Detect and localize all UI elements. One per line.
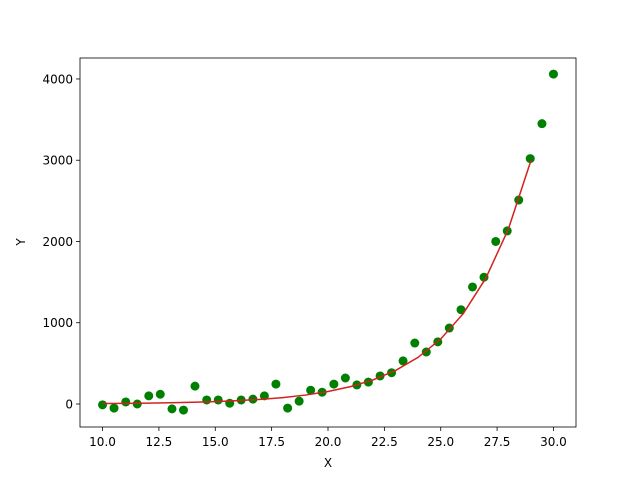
data-point xyxy=(340,373,350,383)
y-tick-label: 0 xyxy=(65,398,73,412)
y-tick-label: 4000 xyxy=(42,72,73,86)
data-point xyxy=(456,305,466,315)
y-tick-label: 1000 xyxy=(42,316,73,330)
x-tick-label: 20.0 xyxy=(315,435,342,449)
data-point xyxy=(202,395,212,405)
y-axis-label: Y xyxy=(14,238,28,247)
plot-frame xyxy=(79,57,577,428)
data-point xyxy=(491,236,501,246)
x-tick-label: 22.5 xyxy=(371,435,398,449)
data-point xyxy=(329,379,339,389)
x-tick-label: 17.5 xyxy=(258,435,285,449)
data-point xyxy=(548,69,558,79)
y-tick-label: 2000 xyxy=(42,235,73,249)
x-axis-label: X xyxy=(324,456,332,470)
x-tick-label: 15.0 xyxy=(202,435,229,449)
data-point xyxy=(132,399,142,409)
data-point xyxy=(213,395,223,405)
data-point xyxy=(398,356,408,366)
data-point xyxy=(190,381,200,391)
x-tick-label: 10.0 xyxy=(89,435,116,449)
data-point xyxy=(271,379,281,389)
data-point xyxy=(525,154,535,164)
data-point xyxy=(294,396,304,406)
data-point xyxy=(410,338,420,348)
data-point xyxy=(537,119,547,129)
data-point xyxy=(98,400,108,410)
data-point xyxy=(283,403,293,413)
data-point xyxy=(178,405,188,415)
data-point xyxy=(109,403,119,413)
data-point xyxy=(479,272,489,282)
data-point xyxy=(155,389,165,399)
data-point xyxy=(468,282,478,292)
x-tick-label: 12.5 xyxy=(146,435,173,449)
data-point xyxy=(225,398,235,408)
fit-line xyxy=(102,160,532,405)
y-tick-label: 3000 xyxy=(42,154,73,168)
data-point xyxy=(167,404,177,414)
x-tick-label: 27.5 xyxy=(484,435,511,449)
x-tick-label: 30.0 xyxy=(540,435,567,449)
x-tick-label: 25.0 xyxy=(427,435,454,449)
data-point xyxy=(121,397,131,407)
data-point xyxy=(306,385,316,395)
data-point xyxy=(144,391,154,401)
